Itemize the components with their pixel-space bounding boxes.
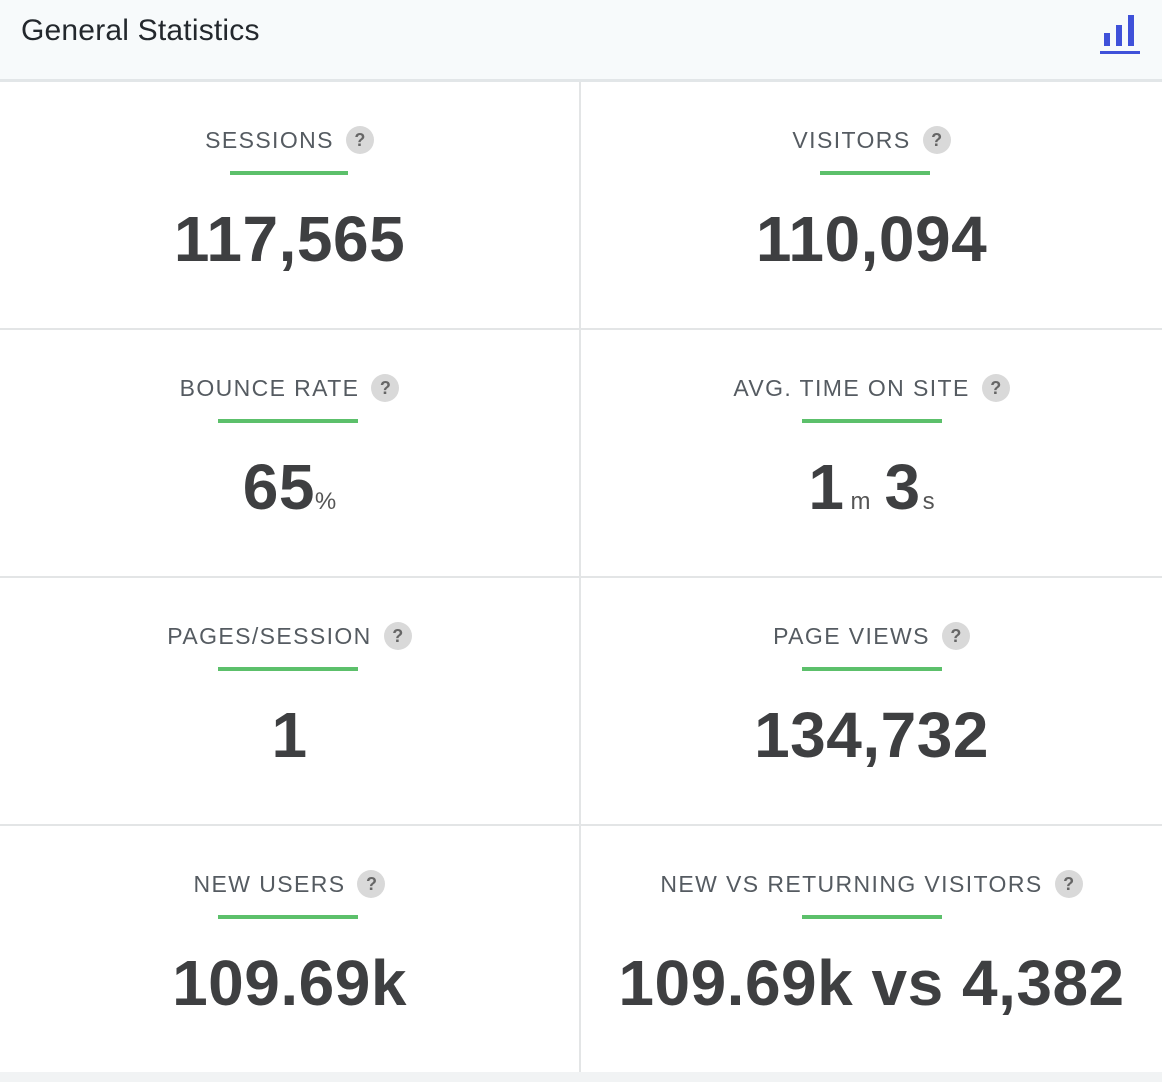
stat-label: PAGE VIEWS: [773, 622, 930, 649]
stat-label: PAGES/SESSION: [167, 622, 372, 649]
bar-chart-icon-graphic: [1100, 15, 1140, 54]
seconds-unit: s: [922, 488, 935, 515]
stat-value: 109.69k vs 4,382: [618, 947, 1125, 1019]
stat-label: SESSIONS: [205, 126, 334, 153]
stat-value: 65%: [0, 450, 579, 524]
stat-avg-time-on-site: AVG. TIME ON SITE? 1 m 3s: [581, 330, 1162, 578]
stat-new-users: NEW USERS? 109.69k: [0, 826, 581, 1074]
stat-underline: [819, 171, 930, 175]
stat-label: BOUNCE RATE: [179, 374, 360, 401]
stat-visitors: VISITORS? 110,094: [581, 82, 1162, 330]
stat-value: 109.69k: [172, 947, 407, 1019]
stat-underline: [801, 419, 942, 423]
stat-label: NEW USERS: [193, 870, 346, 897]
help-icon[interactable]: ?: [371, 374, 400, 402]
stat-underline: [217, 667, 358, 671]
stat-underline: [801, 667, 942, 671]
stat-underline: [217, 419, 358, 423]
help-icon[interactable]: ?: [345, 126, 374, 154]
bar-chart-icon[interactable]: [1099, 13, 1141, 57]
help-icon[interactable]: ?: [357, 870, 386, 898]
stat-bounce-rate: BOUNCE RATE? 65%: [0, 330, 581, 578]
stat-underline: [217, 915, 358, 919]
widget-title: General Statistics: [21, 14, 260, 47]
stat-value: 134,732: [754, 699, 989, 771]
help-icon[interactable]: ?: [941, 622, 970, 650]
stat-page-views: PAGE VIEWS? 134,732: [581, 578, 1162, 826]
stat-underline: [229, 171, 348, 175]
bounce-rate-number: 65: [242, 451, 315, 523]
stat-value: 1: [271, 699, 308, 771]
help-icon[interactable]: ?: [1054, 870, 1083, 898]
stat-underline: [801, 915, 942, 919]
stat-value: 110,094: [755, 203, 988, 275]
widget-footer-strip: [0, 1072, 1162, 1082]
seconds-number: 3: [884, 451, 921, 523]
minutes-number: 1: [808, 451, 845, 523]
stat-label: VISITORS: [792, 126, 911, 153]
stat-new-vs-returning: NEW VS RETURNING VISITORS? 109.69k vs 4,…: [581, 826, 1162, 1074]
help-icon[interactable]: ?: [981, 374, 1010, 402]
stat-value: 117,565: [173, 203, 406, 275]
help-icon[interactable]: ?: [922, 126, 951, 154]
stat-sessions: SESSIONS? 117,565: [0, 82, 581, 330]
stat-label: NEW VS RETURNING VISITORS: [660, 870, 1043, 897]
stats-grid: SESSIONS? 117,565 VISITORS? 110,094 BOUN…: [0, 82, 1162, 1074]
help-icon[interactable]: ?: [383, 622, 412, 650]
minutes-unit: m: [850, 488, 871, 515]
stat-value: 1 m 3s: [581, 450, 1162, 524]
widget-header: General Statistics: [0, 0, 1162, 82]
stat-pages-per-session: PAGES/SESSION? 1: [0, 578, 581, 826]
stat-label: AVG. TIME ON SITE: [733, 374, 970, 401]
percent-unit: %: [314, 488, 337, 515]
